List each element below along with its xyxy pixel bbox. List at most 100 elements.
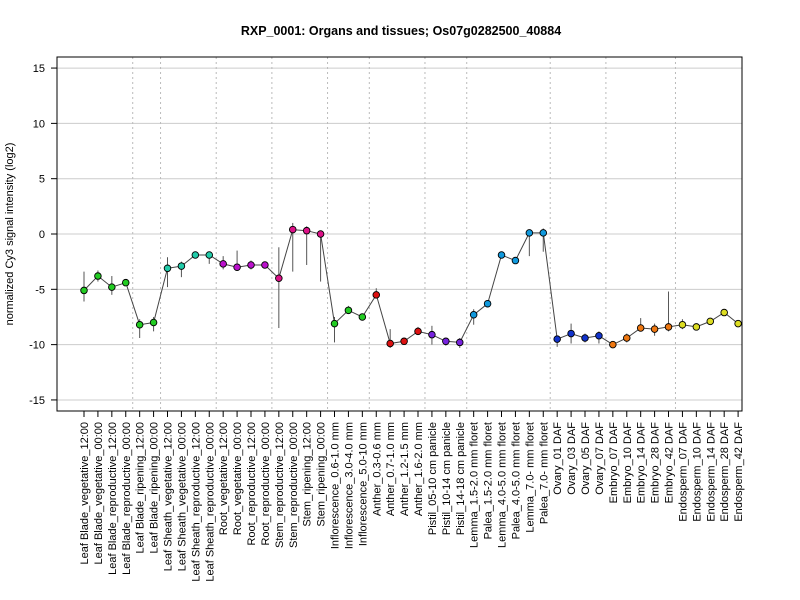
data-point bbox=[94, 272, 102, 280]
x-tick-label: Root_vegetative_12:00 bbox=[218, 422, 230, 535]
data-point bbox=[275, 274, 283, 283]
data-point bbox=[149, 318, 158, 327]
x-tick-label: Leaf Blade_ripening_00:00 bbox=[149, 422, 161, 554]
x-tick-label: Stem_reproductive_00:00 bbox=[288, 422, 300, 548]
x-tick-label: Leaf Blade_reproductive_00:00 bbox=[121, 422, 133, 575]
data-point bbox=[609, 340, 617, 349]
data-point bbox=[623, 334, 631, 342]
x-tick-label: Embryo_28 DAF bbox=[650, 422, 662, 504]
data-point bbox=[358, 313, 367, 321]
x-tick-label: Embryo_14 DAF bbox=[636, 422, 648, 504]
x-tick-label: Stem_ripening_00:00 bbox=[316, 422, 328, 527]
data-point bbox=[442, 337, 450, 346]
x-tick-label: Root_vegetative_00:00 bbox=[232, 422, 244, 535]
x-tick-label: Anther_1.2-1.5 mm bbox=[399, 422, 411, 516]
x-tick-label: Inflorescence_0.6-1.0 mm bbox=[330, 422, 342, 549]
x-tick-label: Root_reproductive_00:00 bbox=[260, 422, 272, 546]
x-tick-label: Root_reproductive_12:00 bbox=[246, 422, 258, 546]
data-point bbox=[734, 319, 742, 328]
data-point bbox=[525, 229, 534, 237]
data-point bbox=[595, 332, 603, 340]
data-point bbox=[233, 263, 241, 271]
data-point bbox=[720, 308, 728, 317]
data-point bbox=[497, 251, 506, 259]
x-axis: Leaf Blade_vegetative_12:00 Leaf Blade_ve… bbox=[79, 411, 745, 582]
data-point bbox=[289, 225, 297, 234]
data-point bbox=[469, 311, 478, 319]
y-tick-label: 15 bbox=[33, 63, 45, 75]
data-point bbox=[163, 264, 172, 273]
data-point bbox=[316, 230, 325, 238]
data-point bbox=[539, 229, 548, 237]
data-point bbox=[122, 278, 130, 287]
x-tick-label: Inflorescence_5.0-10 mm bbox=[357, 422, 369, 546]
data-point bbox=[219, 260, 227, 268]
data-point bbox=[428, 330, 436, 339]
data-point bbox=[400, 337, 408, 346]
x-tick-label: Leaf Blade_ripening_12:00 bbox=[135, 422, 147, 554]
y-axis: -15 -10 -5 0 5 10 15 bbox=[29, 63, 57, 407]
y-tick-label: -10 bbox=[29, 340, 45, 352]
x-tick-label: Leaf Sheath_reproductive_00:00 bbox=[204, 422, 216, 582]
y-tick-label: 5 bbox=[39, 174, 45, 186]
data-point bbox=[414, 327, 422, 336]
x-tick-label: Endosperm_42 DAF bbox=[733, 422, 745, 522]
data-point bbox=[302, 226, 311, 235]
data-point bbox=[483, 299, 492, 308]
data-point bbox=[177, 262, 186, 270]
x-tick-label: Endosperm_14 DAF bbox=[705, 422, 717, 522]
data-point bbox=[650, 325, 659, 333]
data-point bbox=[372, 291, 381, 299]
chart-title: RXP_0001: Organs and tissues; Os07g02825… bbox=[241, 24, 561, 38]
data-point bbox=[386, 339, 394, 348]
x-tick-label: Endosperm_28 DAF bbox=[719, 422, 731, 522]
x-tick-label: Anther_0.3-0.6 mm bbox=[371, 422, 383, 516]
x-tick-label: Pistil_10-14 cm panicle bbox=[441, 422, 453, 535]
data-point bbox=[135, 320, 144, 329]
x-tick-label: Palea_7.0- mm floret bbox=[538, 422, 550, 524]
data-point bbox=[636, 324, 645, 332]
x-tick-label: Ovary_05 DAF bbox=[580, 422, 592, 495]
y-tick-label: -15 bbox=[29, 395, 45, 407]
y-tick-label: 0 bbox=[39, 229, 45, 241]
x-tick-label: Embryo_42 DAF bbox=[664, 422, 676, 504]
data-point bbox=[567, 329, 575, 338]
x-tick-label: Anther_0.7-1.0 mm bbox=[385, 422, 397, 516]
x-tick-label: Leaf Blade_reproductive_12:00 bbox=[107, 422, 119, 575]
data-point bbox=[247, 261, 255, 269]
x-tick-label: Pistil_14-18 cm panicle bbox=[455, 422, 467, 535]
x-tick-label: Embryo_10 DAF bbox=[622, 422, 634, 504]
x-tick-label: Ovary_03 DAF bbox=[566, 422, 578, 495]
data-point bbox=[80, 286, 88, 295]
y-tick-label: 10 bbox=[33, 118, 45, 130]
x-tick-label: Ovary_07 DAF bbox=[594, 422, 606, 495]
x-tick-label: Leaf Blade_vegetative_00:00 bbox=[93, 422, 105, 565]
data-point bbox=[261, 261, 269, 269]
data-point bbox=[706, 317, 715, 326]
y-axis-label: normalized Cy3 signal intensity (log2) bbox=[4, 143, 16, 326]
x-tick-label: Stem_reproductive_12:00 bbox=[274, 422, 286, 548]
x-tick-label: Lemma_4.0-5.0 mm floret bbox=[497, 422, 509, 548]
y-tick-label: -5 bbox=[35, 284, 45, 296]
x-tick-label: Pistil_05-10 cm panicle bbox=[427, 422, 439, 535]
x-tick-label: Palea_1.5-2.0 mm floret bbox=[483, 422, 495, 539]
data-point bbox=[456, 338, 464, 347]
x-tick-label: Endosperm_07 DAF bbox=[677, 422, 689, 522]
x-tick-label: Embryo_07 DAF bbox=[608, 422, 620, 504]
data-point bbox=[692, 323, 701, 331]
data-point bbox=[678, 320, 687, 329]
data-point bbox=[344, 306, 353, 315]
data-point-layer bbox=[80, 225, 742, 349]
data-point bbox=[553, 335, 561, 343]
x-tick-label: Lemma_1.5-2.0 mm floret bbox=[469, 422, 481, 548]
grid-layer bbox=[57, 67, 742, 401]
x-tick-label: Inflorescence_3.0-4.0 mm bbox=[343, 422, 355, 549]
x-tick-label: Anther_1.6-2.0 mm bbox=[413, 422, 425, 516]
x-tick-label: Stem_ripening_12:00 bbox=[302, 422, 314, 527]
x-tick-label: Endosperm_10 DAF bbox=[691, 422, 703, 522]
data-point bbox=[191, 251, 200, 259]
data-point bbox=[205, 251, 214, 259]
data-point bbox=[581, 334, 589, 342]
x-tick-label: Leaf Blade_vegetative_12:00 bbox=[79, 422, 91, 565]
